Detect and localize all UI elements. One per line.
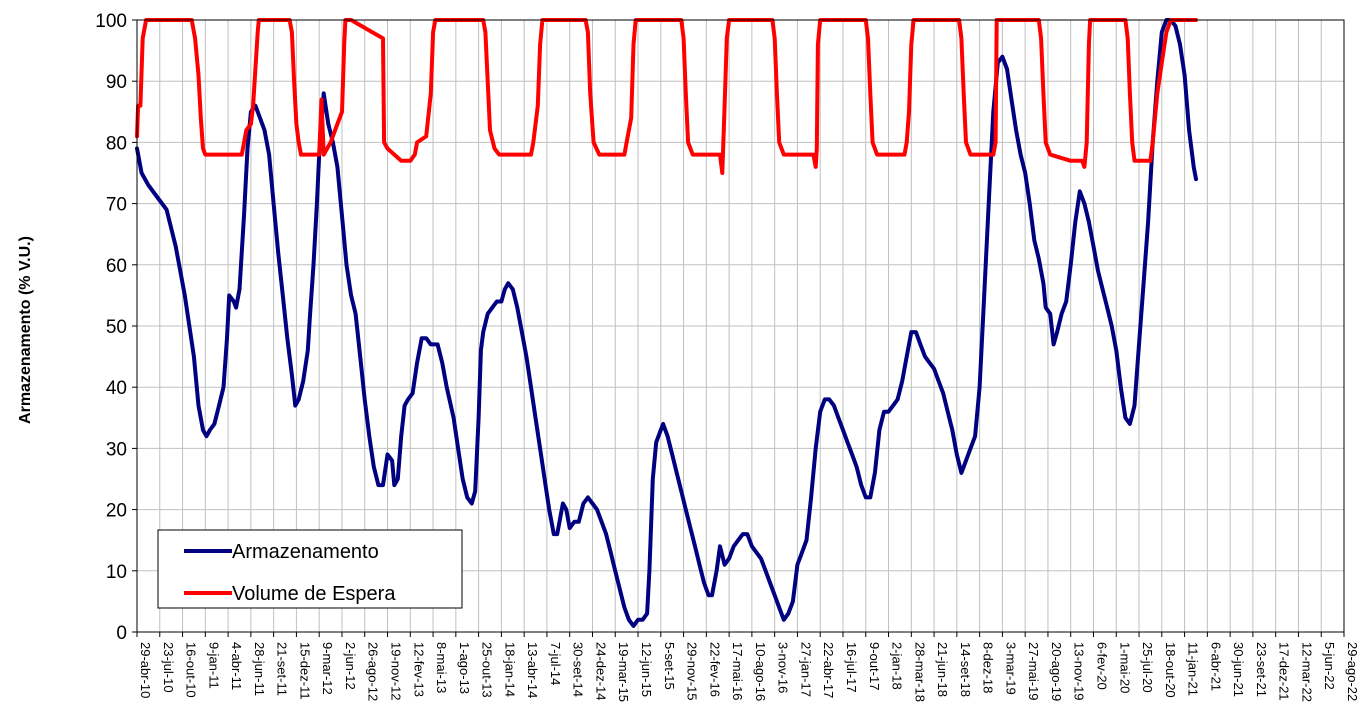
x-tick-label: 13-abr-14 [525,642,540,698]
y-tick-label: 20 [106,501,127,522]
x-tick-label: 22-abr-17 [821,642,836,698]
x-tick-label: 8-mai-13 [434,642,449,693]
x-tick-label: 16-out-10 [184,642,199,698]
x-axis-ticks: 29-abr-10 23-jul-10 16-out-10 9-jan-11 4-abr… [136,632,1360,702]
x-tick-label: 4-abr-11 [229,642,244,690]
x-tick-label: 30-jun-21 [1231,642,1246,697]
x-tick-label: 19-nov-12 [389,642,404,701]
x-tick-label: 22-fev-16 [707,642,722,697]
x-tick-label: 17-dez-21 [1277,642,1292,701]
x-tick-label: 27-mai-19 [1026,642,1041,701]
x-tick-label: 28-jun-11 [252,642,267,696]
x-tick-label: 8-dez-18 [981,642,996,693]
x-tick-label: 6-fev-20 [1094,642,1109,690]
legend-label-armazenamento: Armazenamento [232,541,379,563]
x-tick-label: 12-fev-13 [411,642,426,697]
series-layer [135,18,1198,628]
x-tick-label: 16-jul-17 [844,642,859,693]
x-tick-label: 25-out-13 [480,642,495,698]
y-tick-label: 100 [95,11,127,32]
x-tick-label: 2-jan-18 [890,642,905,690]
x-tick-label: 30-set-14 [571,642,586,697]
y-tick-label: 10 [106,562,127,583]
x-tick-label: 21-jun-18 [935,642,950,697]
y-axis-ticks: 0 10 20 30 40 50 60 70 80 90 100 [95,11,137,644]
x-tick-label: 5-set-15 [662,642,677,690]
x-tick-label: 23-jul-10 [161,642,176,693]
x-tick-label: 7-jul-14 [548,642,563,685]
x-tick-label: 25-jul-20 [1140,642,1155,693]
x-tick-label: 11-jan-21 [1186,642,1201,696]
y-tick-label: 60 [106,256,127,277]
x-tick-label: 2-jun-12 [343,642,358,690]
y-tick-label: 0 [116,623,127,644]
x-tick-label: 14-set-18 [958,642,973,697]
x-tick-label: 9-out-17 [867,642,882,690]
x-tick-label: 19-mar-15 [616,642,631,702]
y-tick-label: 30 [106,439,127,460]
x-tick-label: 9-jan-11 [206,642,221,689]
x-tick-label: 1-ago-13 [457,642,472,694]
x-tick-label: 9-mar-12 [320,642,335,695]
x-tick-label: 23-set-21 [1254,642,1269,697]
x-tick-label: 10-ago-16 [753,642,768,701]
y-tick-label: 70 [106,195,127,216]
x-tick-label: 29-abr-10 [138,642,153,698]
y-axis-label: Armazenamento (% V.U.) [17,236,34,424]
x-tick-label: 5-jun-22 [1322,642,1337,690]
y-tick-label: 40 [106,378,127,399]
legend: Armazenamento Volume de Espera [157,529,463,609]
x-tick-label: 29-ago-22 [1345,642,1360,701]
y-tick-label: 80 [106,133,127,154]
x-tick-label: 15-dez-11 [297,642,312,700]
x-tick-label: 13-nov-19 [1072,642,1087,701]
x-tick-label: 18-jan-14 [502,642,517,697]
y-tick-label: 90 [106,72,127,93]
x-tick-label: 3-mar-19 [1003,642,1018,695]
x-tick-label: 20-ago-19 [1049,642,1064,701]
legend-label-volume-de-espera: Volume de Espera [232,583,396,605]
x-tick-label: 28-mar-18 [912,642,927,702]
x-tick-label: 29-nov-15 [685,642,700,701]
y-tick-label: 50 [106,317,127,338]
x-tick-label: 24-dez-14 [593,642,608,701]
x-tick-label: 17-mai-16 [730,642,745,701]
x-tick-label: 27-jan-17 [798,642,813,697]
x-tick-label: 18-out-20 [1163,642,1178,698]
x-tick-label: 6-abr-21 [1208,642,1223,691]
x-tick-label: 12-mar-22 [1299,642,1314,702]
x-tick-label: 3-nov-16 [776,642,791,693]
x-tick-label: 1-mai-20 [1117,642,1132,693]
x-tick-label: 21-set-11 [275,642,290,696]
x-tick-label: 12-jun-15 [639,642,654,697]
x-tick-label: 26-ago-12 [366,642,381,701]
series-line-volume-de-espera [135,18,1198,175]
